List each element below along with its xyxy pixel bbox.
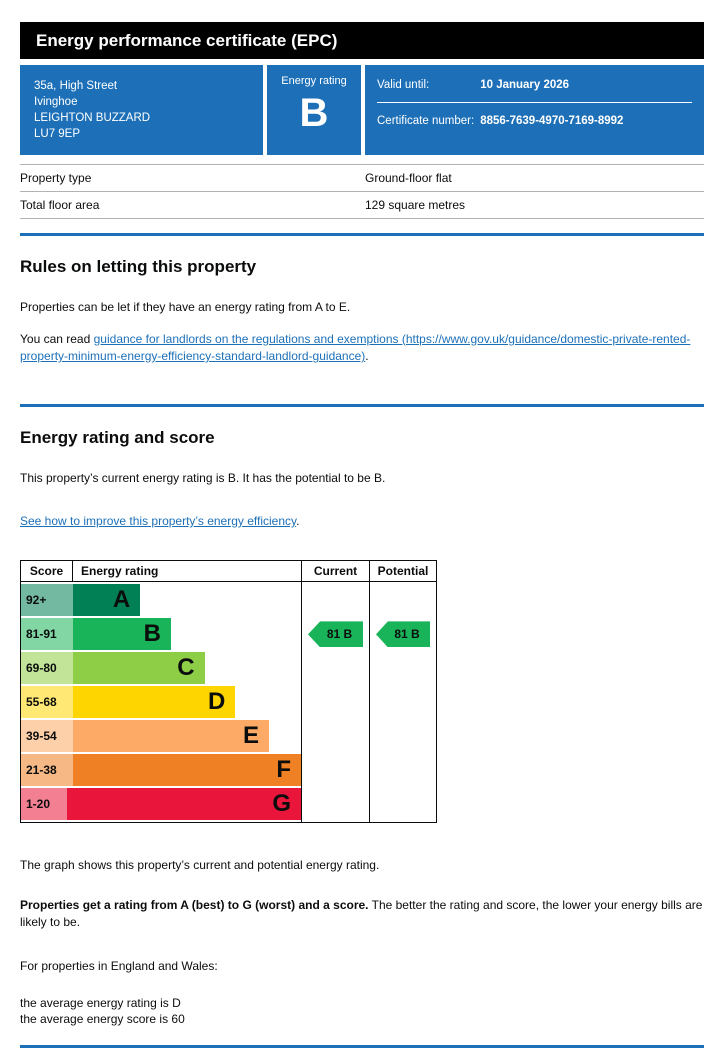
summary-value: Ground-floor flat <box>365 171 452 186</box>
band-letter: E <box>242 722 259 750</box>
summary-row-property-type: Property type Ground-floor flat <box>20 164 704 191</box>
band-bar: B <box>73 618 171 651</box>
average-score-line: the average energy score is 60 <box>20 1012 185 1027</box>
band-letter: D <box>208 688 226 716</box>
summary-value: 129 square metres <box>365 198 466 213</box>
valid-until-row: Valid until: 10 January 2026 <box>377 79 692 91</box>
certificate-number-value: 8856-7639-4970-7169-8992 <box>480 115 624 127</box>
band-bar: C <box>73 652 205 685</box>
rating-summary-para: This property’s current energy rating is… <box>20 470 386 485</box>
section-divider <box>20 233 704 237</box>
chart-header-current: Current <box>301 561 369 583</box>
epc-chart: Score Energy rating Current Potential 92… <box>20 560 437 824</box>
band-letter: B <box>143 620 161 648</box>
letting-rules-heading: Rules on letting this property <box>20 257 257 277</box>
validity-box: Valid until: 10 January 2026 Certificate… <box>365 65 704 156</box>
letting-rules-para: Properties can be let if they have an en… <box>20 300 351 315</box>
improve-efficiency-link[interactable]: See how to improve this property’s energ… <box>20 513 297 528</box>
valid-until-label: Valid until: <box>377 79 430 91</box>
band-letter: A <box>112 586 131 614</box>
chart-header-potential: Potential <box>369 561 436 583</box>
potential-column: 81 B <box>369 582 436 823</box>
band-bar: A <box>73 584 141 617</box>
energy-rating-section: Energy rating and score This property’s … <box>20 428 704 824</box>
property-summary: Property type Ground-floor flat Total fl… <box>20 164 704 220</box>
certificate-number-label: Certificate number: <box>377 115 475 127</box>
rating-explainer-bold: Properties get a rating from A (best) to… <box>20 897 369 912</box>
band-letter: G <box>272 790 291 818</box>
epc-banner: 35a, High Street Ivinghoe LEIGHTON BUZZA… <box>20 65 704 156</box>
band-score: 39-54 <box>21 720 73 753</box>
band-row-c: 69-80 C <box>21 652 301 685</box>
band-row-d: 55-68 D <box>21 686 301 719</box>
band-score: 81-91 <box>21 618 73 651</box>
chart-header-rating: Energy rating <box>73 561 301 583</box>
section-divider <box>20 403 704 407</box>
band-bar: F <box>72 754 301 787</box>
letting-rules-section: Rules on letting this property Propertie… <box>20 257 704 365</box>
band-bar: D <box>73 686 236 719</box>
band-score: 1-20 <box>21 788 68 821</box>
rating-explainer-para: Properties get a rating from A (best) to… <box>20 897 704 932</box>
page-title: Energy performance certificate (EPC) <box>36 31 338 50</box>
graph-explainer-para: The graph shows this property’s current … <box>20 858 380 873</box>
band-bar: E <box>73 720 269 753</box>
average-ratings: the average energy rating is D the averag… <box>20 995 704 1027</box>
potential-rating-arrow: 81 B <box>376 621 430 648</box>
address-line-3: LEIGHTON BUZZARD <box>34 112 151 125</box>
band-score: 69-80 <box>21 652 73 685</box>
address-line-2: Ivinghoe <box>34 96 78 109</box>
band-row-a: 92+ A <box>21 584 301 617</box>
letting-guidance-para: You can read guidance for landlords on t… <box>20 331 704 366</box>
energy-rating-heading: Energy rating and score <box>20 427 215 447</box>
address-line-4: LU7 9EP <box>34 128 81 141</box>
summary-row-floor-area: Total floor area 129 square metres <box>20 191 704 220</box>
band-letter: F <box>276 756 291 784</box>
landlord-guidance-link[interactable]: guidance for landlords on the regulation… <box>20 331 691 364</box>
band-score: 55-68 <box>21 686 73 719</box>
current-column: 81 B <box>301 582 369 823</box>
band-row-e: 39-54 E <box>21 720 301 753</box>
england-wales-para: For properties in England and Wales: <box>20 958 218 973</box>
current-rating-arrow: 81 B <box>308 621 363 648</box>
guidance-prefix: You can read <box>20 331 94 346</box>
band-bar: G <box>67 788 301 821</box>
summary-label: Total floor area <box>20 198 100 213</box>
property-address: 35a, High Street Ivinghoe LEIGHTON BUZZA… <box>20 65 263 156</box>
banner-divider <box>377 102 692 103</box>
rating-bands: 92+ A 81-91 B 69-80 C 55-68 D 39-54 E <box>21 582 301 822</box>
guidance-suffix: . <box>365 349 369 364</box>
certificate-number-row: Certificate number: 8856-7639-4970-7169-… <box>377 115 692 127</box>
summary-label: Property type <box>20 171 92 186</box>
band-score: 92+ <box>21 584 73 617</box>
energy-rating-value: B <box>299 91 329 135</box>
rating-explainer-rest: The better the rating and score, the low… <box>20 897 703 930</box>
band-letter: C <box>177 654 195 682</box>
improve-suffix: . <box>296 513 300 528</box>
energy-rating-box: Energy rating B <box>267 65 361 156</box>
band-row-f: 21-38 F <box>21 754 301 787</box>
average-rating-line: the average energy rating is D <box>20 995 181 1010</box>
band-row-b: 81-91 B <box>21 618 301 651</box>
address-line-1: 35a, High Street <box>34 80 118 92</box>
improve-para: See how to improve this property’s energ… <box>20 513 704 530</box>
valid-until-value: 10 January 2026 <box>480 79 570 91</box>
document-header: Energy performance certificate (EPC) <box>20 22 704 59</box>
band-score: 21-38 <box>21 754 73 787</box>
band-row-g: 1-20 G <box>21 788 301 821</box>
energy-rating-label: Energy rating <box>281 75 347 87</box>
chart-header-score: Score <box>21 561 73 583</box>
